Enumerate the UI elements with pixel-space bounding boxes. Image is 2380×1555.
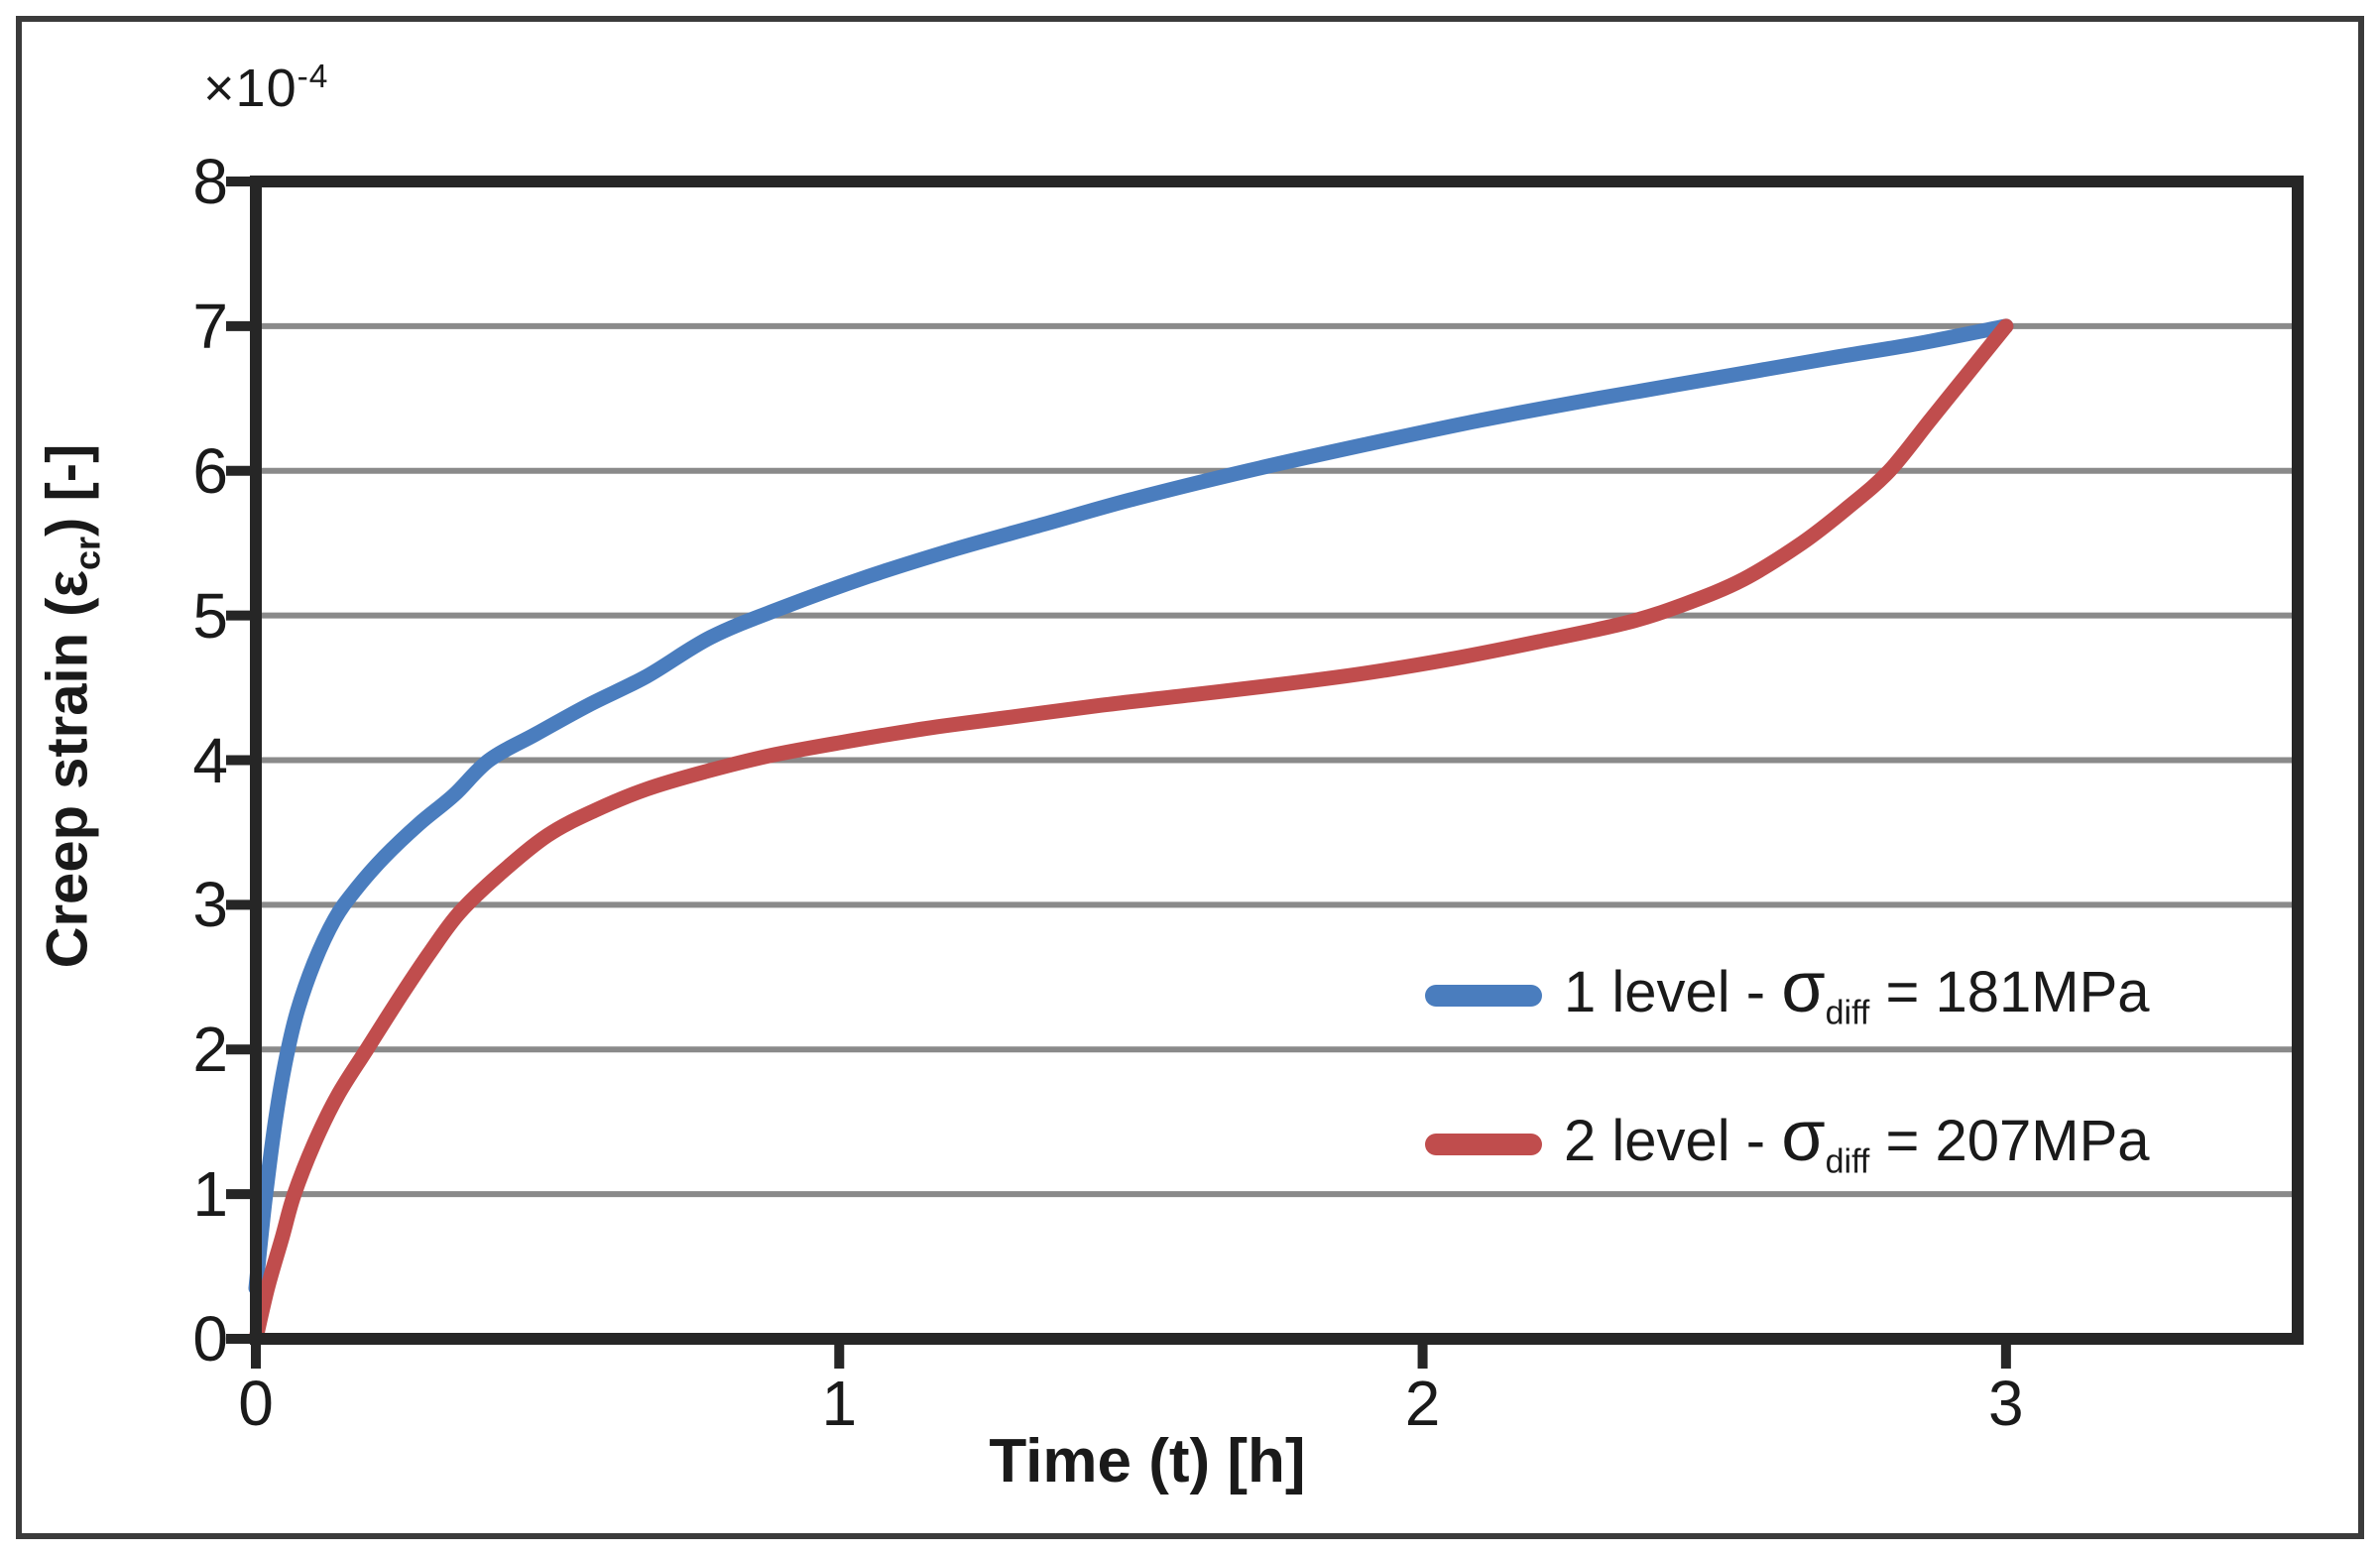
y-tick-label-7: 7 (192, 290, 228, 362)
legend-1-prefix: 1 level - (1564, 959, 1782, 1024)
y-tick-label-1: 1 (192, 1158, 228, 1231)
x-tick-label-2: 2 (1404, 1368, 1441, 1439)
x-tick-label-0: 0 (238, 1368, 274, 1439)
series-line-1-level (248, 318, 2014, 1296)
legend-label-2-level: 2 level - σdiff = 207MPa (1564, 1101, 2150, 1182)
y-title-subscript: cr (66, 536, 108, 570)
sigma-subscript: diff (1825, 1142, 1870, 1181)
legend-2-prefix: 2 level - (1564, 1108, 1782, 1173)
y-tick-label-6: 6 (192, 434, 228, 507)
y-tick-label-8: 8 (192, 146, 228, 217)
x-tick-label-1: 1 (821, 1368, 858, 1439)
y-tick-label-0: 0 (192, 1303, 228, 1375)
legend-line-swatch-red (1425, 1134, 1542, 1155)
offset-base: ×10 (203, 59, 298, 118)
legend-item-1-level: 1 level - σdiff = 181MPa (1425, 952, 2150, 1037)
legend-1-suffix: = 181MPa (1869, 959, 2150, 1024)
x-tick-label-3: 3 (1988, 1368, 2024, 1439)
sigma-subscript: diff (1825, 994, 1870, 1032)
y-tick-label-5: 5 (192, 579, 228, 652)
sigma-symbol: σ (1781, 1096, 1826, 1176)
legend-item-2-level: 2 level - σdiff = 207MPa (1425, 1101, 2150, 1186)
y-tick-label-4: 4 (192, 724, 228, 796)
legend-line-swatch-blue (1425, 985, 1542, 1007)
x-axis-title: Time (t) [h] (989, 1427, 1306, 1495)
legend-label-1-level: 1 level - σdiff = 181MPa (1564, 952, 2150, 1033)
sigma-symbol: σ (1781, 947, 1826, 1027)
offset-exponent: -4 (297, 59, 329, 95)
legend-2-suffix: = 207MPa (1869, 1108, 2150, 1173)
y-tick-label-2: 2 (192, 1014, 228, 1086)
y-axis-offset-label: ×10-4 (203, 58, 328, 119)
y-tick-label-3: 3 (192, 869, 228, 941)
plot-frame (250, 176, 2304, 1345)
series-line-2-level (248, 318, 2014, 1347)
